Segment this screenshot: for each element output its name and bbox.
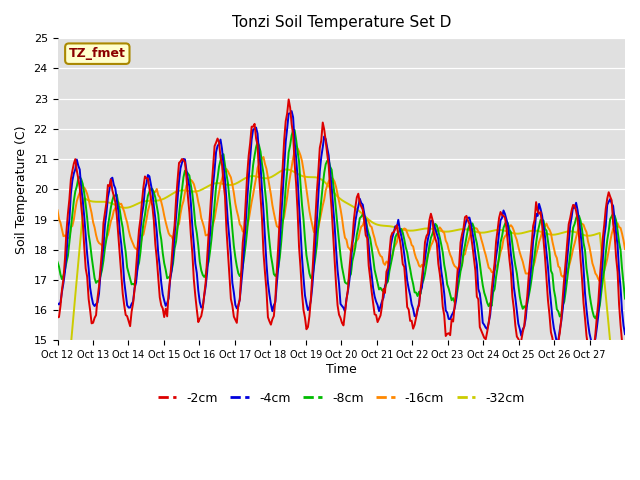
- Text: TZ_fmet: TZ_fmet: [69, 47, 125, 60]
- X-axis label: Time: Time: [326, 363, 356, 376]
- Title: Tonzi Soil Temperature Set D: Tonzi Soil Temperature Set D: [232, 15, 451, 30]
- Legend: -2cm, -4cm, -8cm, -16cm, -32cm: -2cm, -4cm, -8cm, -16cm, -32cm: [153, 387, 530, 410]
- Y-axis label: Soil Temperature (C): Soil Temperature (C): [15, 125, 28, 253]
